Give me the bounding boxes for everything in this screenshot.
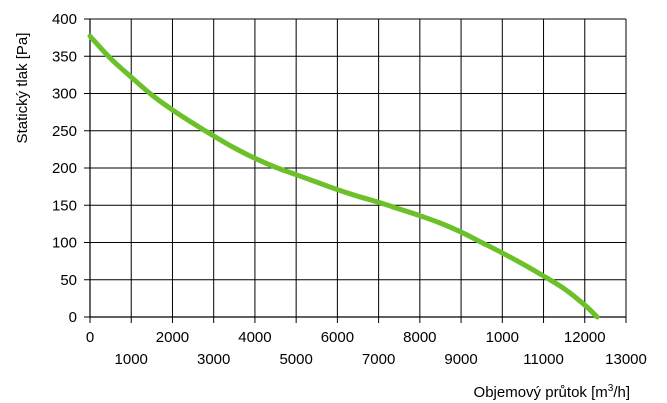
- x-tick-label: 0: [86, 329, 94, 346]
- fan-curve-line: [87, 33, 600, 320]
- x-axis-title-tail: /h]: [613, 384, 630, 401]
- x-tick-label: 8000: [403, 329, 436, 346]
- y-tick-label: 100: [52, 235, 77, 252]
- x-tick-label: 13000: [605, 351, 647, 368]
- y-tick-label: 200: [52, 160, 77, 177]
- y-tick-label: 0: [69, 309, 77, 326]
- grid: [90, 18, 627, 317]
- x-tick-label: 2000: [156, 329, 189, 346]
- x-tick-label: 1000: [115, 351, 148, 368]
- x-tick-label: 6000: [321, 329, 354, 346]
- x-axis-title-superscript: 3: [608, 383, 614, 394]
- y-tick-label: 250: [52, 123, 77, 140]
- y-tick-label: 50: [60, 272, 77, 289]
- x-tick-label: 9000: [444, 351, 477, 368]
- x-tick-label: 5000: [279, 351, 312, 368]
- x-tick-label: 12000: [564, 329, 606, 346]
- x-tick-label: 1000: [486, 329, 519, 346]
- y-tick-label: 150: [52, 197, 77, 214]
- x-axis-title: Objemový průtok [m3/h]: [474, 383, 630, 401]
- y-tick-label: 400: [52, 11, 77, 28]
- y-tick-label: 350: [52, 48, 77, 65]
- series-group: [87, 33, 600, 320]
- x-tick-label: 11000: [523, 351, 564, 368]
- x-axis-title-main: Objemový průtok [m: [474, 384, 608, 401]
- axes: [84, 18, 627, 323]
- x-tick-label: 7000: [362, 351, 395, 368]
- x-tick-label: 4000: [238, 329, 271, 346]
- x-tick-label: 3000: [197, 351, 230, 368]
- y-tick-label: 300: [52, 86, 77, 103]
- y-axis-title: Statický tlak [Pa]: [14, 33, 31, 144]
